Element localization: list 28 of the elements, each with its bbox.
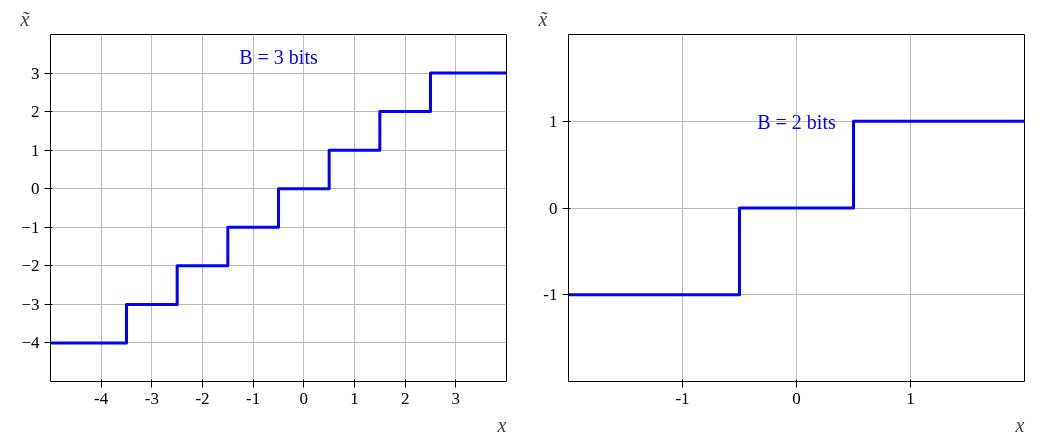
y-tick-label: 1 [31, 140, 40, 160]
x-tick-label: -3 [144, 388, 159, 408]
y-tick-label: 0 [31, 179, 40, 199]
y-axis-title: x̃ [537, 7, 548, 30]
x-tick-label: 1 [350, 388, 359, 408]
x-tick-label: 1 [906, 388, 915, 408]
y-tick-label: −3 [21, 294, 40, 314]
y-tick-label: -1 [543, 285, 558, 305]
y-tick-label: −2 [21, 256, 40, 276]
y-axis-title: x̃ [19, 7, 30, 30]
x-axis-title: x [1014, 413, 1025, 436]
x-tick-label: 0 [299, 388, 309, 408]
x-tick-label: -1 [675, 388, 690, 408]
annotation: B = 3 bits [239, 45, 318, 68]
y-tick-label: 0 [549, 198, 558, 218]
y-tick-label: 2 [31, 102, 40, 122]
x-tick-label: -4 [94, 388, 109, 408]
x-axis-title: x [496, 413, 507, 436]
x-tick-label: -1 [246, 388, 261, 408]
x-tick-label: 0 [792, 388, 801, 408]
y-tick-label: −1 [21, 217, 40, 237]
x-tick-label: 3 [451, 388, 461, 408]
x-tick-label: 2 [400, 388, 410, 408]
y-tick-label: −4 [21, 333, 40, 353]
annotation: B = 2 bits [757, 110, 836, 133]
y-tick-label: 1 [549, 111, 558, 131]
y-tick-label: 3 [31, 63, 40, 83]
x-tick-label: -2 [195, 388, 210, 408]
